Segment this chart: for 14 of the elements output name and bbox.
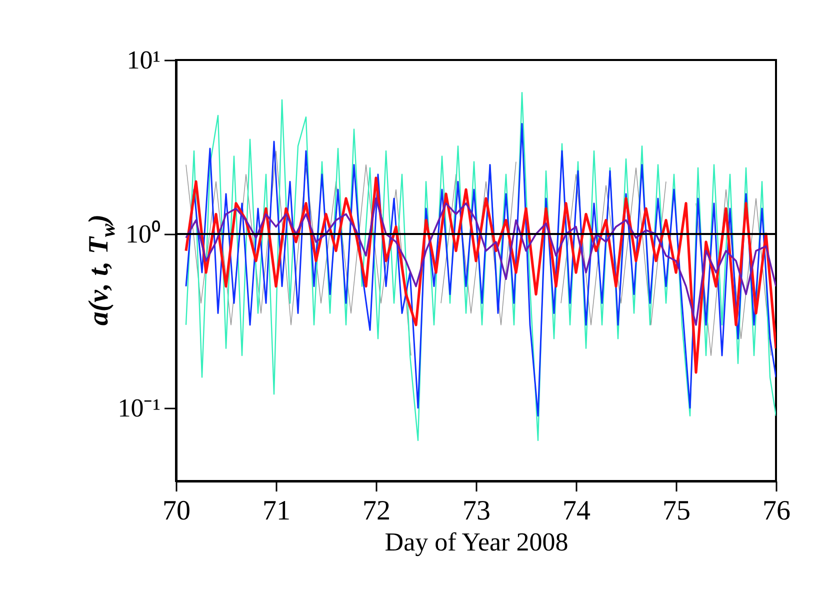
line-series — [185, 198, 776, 326]
x-tick-label: 73 — [462, 496, 490, 526]
x-tick-label: 74 — [562, 496, 590, 526]
x-tick-label: 75 — [662, 496, 690, 526]
x-tick-label: 70 — [162, 496, 190, 526]
x-axis-title: Day of Year 2008 — [384, 528, 568, 556]
y-tick-label: 10¹ — [126, 46, 160, 74]
y-tick-label: 10⁻¹ — [118, 393, 160, 422]
x-tick-label: 72 — [362, 496, 390, 526]
x-tick-label: 76 — [762, 496, 790, 526]
line-series — [185, 123, 776, 417]
x-tick-label: 71 — [262, 496, 290, 526]
y-tick-label: 10⁰ — [126, 219, 160, 248]
line-series — [184, 176, 776, 374]
